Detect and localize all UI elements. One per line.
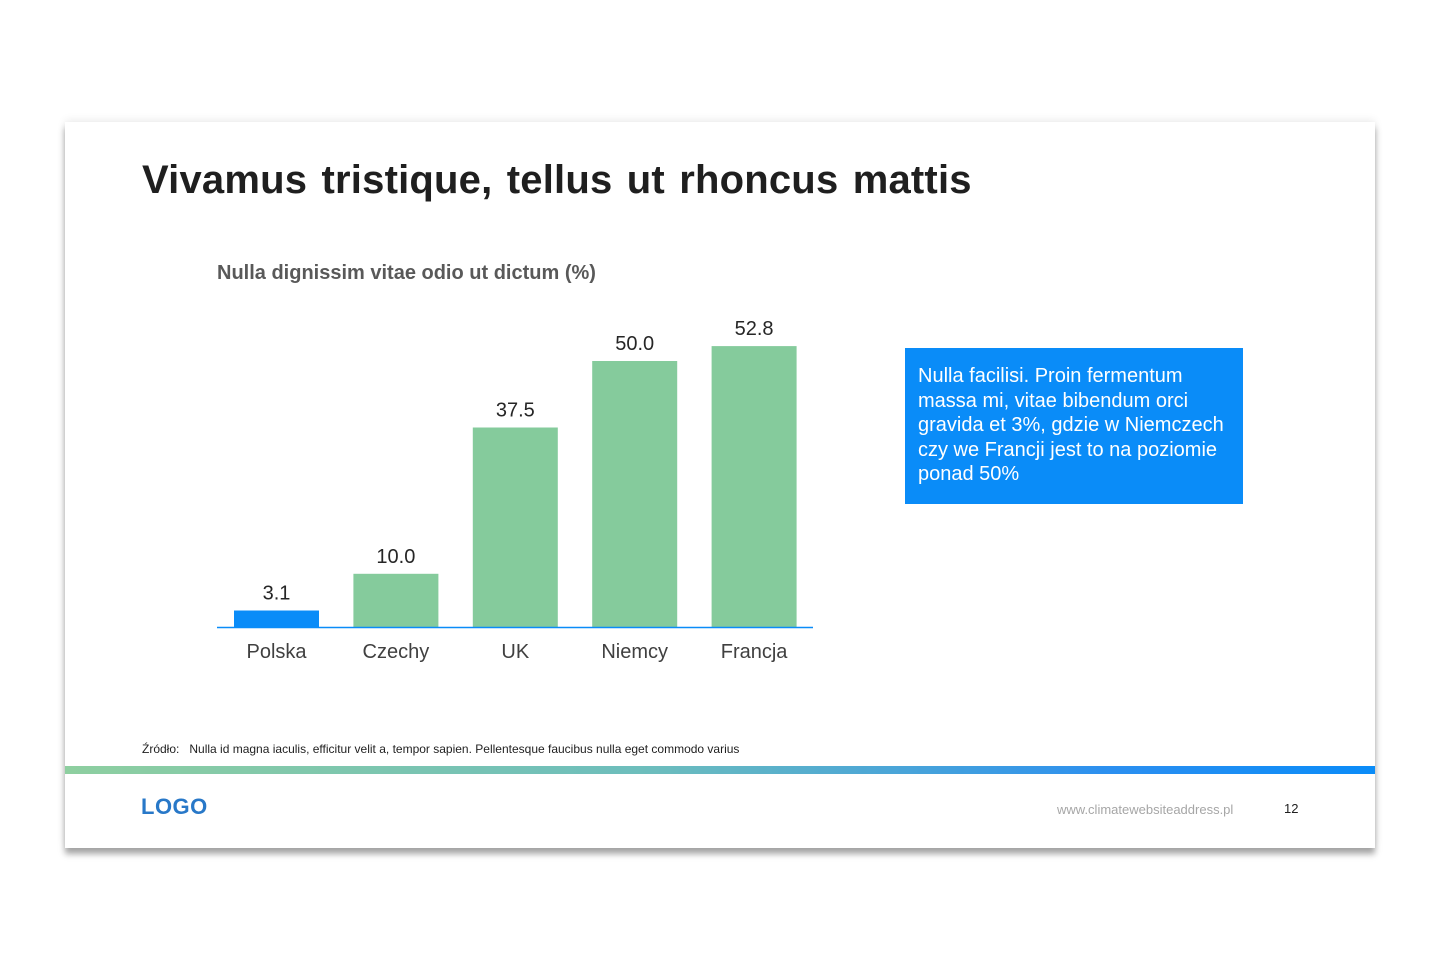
source-note: Źródło: Nulla id magna iaculis, efficitur… xyxy=(142,742,739,756)
bottom-gradient-bar xyxy=(65,766,1375,774)
bar xyxy=(711,346,797,627)
category-label: Francja xyxy=(721,641,789,663)
source-text: Nulla id magna iaculis, efficitur velit … xyxy=(189,742,740,756)
bar xyxy=(234,610,319,627)
logo: LOGO xyxy=(141,794,208,819)
category-label: UK xyxy=(501,641,529,663)
bar xyxy=(472,427,558,627)
callout-text: Nulla facilisi. Proin fermentum massa mi… xyxy=(918,365,1224,485)
data-label: 10.0 xyxy=(376,546,415,568)
data-label: 37.5 xyxy=(496,400,535,422)
footer-url: www.climatewebsiteaddress.pl xyxy=(1057,802,1234,817)
source-label: Źródło: xyxy=(142,742,180,756)
chart-title: Nulla dignissim vitae odio ut dictum (%) xyxy=(217,262,596,284)
slide: Vivamus tristique, tellus ut rhoncus mat… xyxy=(65,122,1375,848)
category-label: Polska xyxy=(246,641,307,663)
bar xyxy=(592,361,678,627)
data-label: 50.0 xyxy=(615,333,654,355)
bar-chart: 3.1 Polska 10.0 Czechy 37.5 UK 50.0 Niemcy 52.8 F… xyxy=(217,318,813,663)
callout-box: Nulla facilisi. Proin fermentum massa mi… xyxy=(905,348,1243,504)
bar xyxy=(353,573,439,627)
data-label: 52.8 xyxy=(735,318,774,340)
category-label: Niemcy xyxy=(601,641,668,663)
slide-title: Vivamus tristique, tellus ut rhoncus mat… xyxy=(142,158,972,202)
category-label: Czechy xyxy=(363,641,430,663)
data-label: 3.1 xyxy=(263,583,291,605)
page-number: 12 xyxy=(1284,801,1299,816)
